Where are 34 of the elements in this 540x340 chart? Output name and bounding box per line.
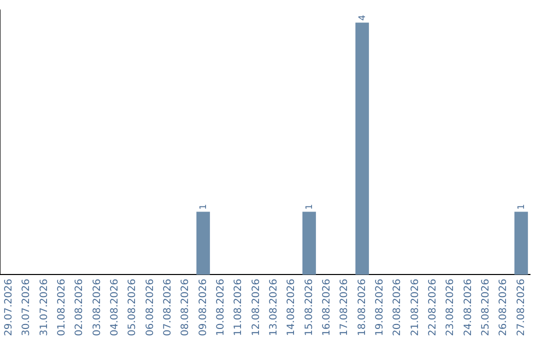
data-label: 4	[358, 14, 368, 21]
x-tick-label: 24.08.2026	[462, 278, 474, 336]
x-tick-label: 20.08.2026	[392, 278, 404, 336]
x-tick-label: 02.08.2026	[74, 278, 86, 336]
x-tick-label: 05.08.2026	[127, 278, 138, 336]
x-tick-label: 29.07.2026	[3, 278, 14, 336]
x-tick-label: 18.08.2026	[356, 278, 368, 336]
x-tick-label: 11.08.2026	[233, 278, 244, 336]
x-tick-label: 15.08.2026	[304, 278, 315, 336]
x-tick-label: 13.08.2026	[268, 278, 280, 336]
x-tick-label: 26.08.2026	[498, 278, 510, 336]
x-tick-label: 04.08.2026	[109, 278, 120, 336]
data-label: 1	[517, 204, 528, 210]
x-tick-label: 01.08.2026	[56, 278, 68, 336]
x-tick-label: 21.08.2026	[410, 278, 421, 336]
data-label: 1	[305, 204, 316, 210]
x-tick-label: 09.08.2026	[198, 278, 209, 336]
x-tick-label: 07.08.2026	[162, 278, 174, 336]
x-tick-label: 17.08.2026	[339, 278, 350, 336]
x-tick-label: 19.08.2026	[374, 278, 386, 336]
x-tick-label: 08.08.2026	[180, 278, 192, 336]
x-tick-label: 23.08.2026	[445, 278, 456, 336]
x-tick-label: 03.08.2026	[92, 278, 103, 336]
x-tick-label: 14.08.2026	[286, 278, 298, 336]
x-tick-label: 06.08.2026	[144, 278, 156, 336]
x-tick-label: 31.07.2026	[38, 278, 50, 336]
x-tick-label: 10.08.2026	[215, 278, 226, 336]
x-tick-label: 25.08.2026	[480, 278, 492, 336]
x-tick-label: 16.08.2026	[321, 278, 332, 336]
data-label: 1	[199, 204, 210, 210]
x-tick-label: 22.08.2026	[427, 278, 438, 336]
x-tick-label: 27.08.2026	[516, 278, 527, 336]
x-tick-label: 30.07.2026	[21, 278, 32, 336]
x-tick-label: 12.08.2026	[250, 278, 262, 336]
